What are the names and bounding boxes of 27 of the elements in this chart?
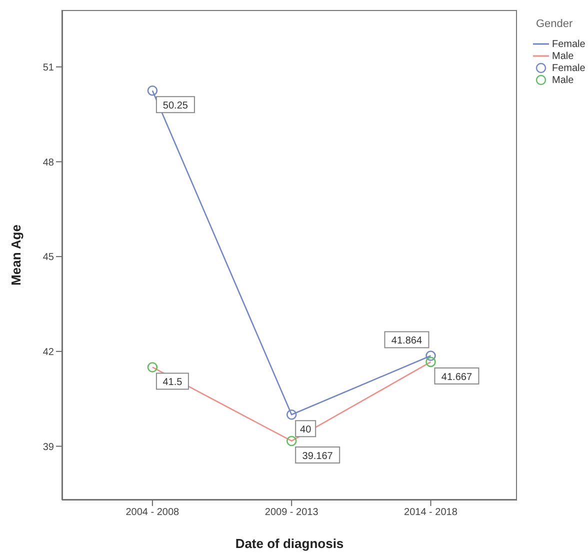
point xyxy=(147,85,158,96)
legend-label: Female xyxy=(552,38,586,50)
data-label: 40 xyxy=(300,424,312,436)
legend-label: Male xyxy=(552,50,574,62)
y-tick-label: 48 xyxy=(42,157,54,168)
y-tick-label: 51 xyxy=(42,62,54,74)
x-axis-title: Date of diagnosis xyxy=(235,536,344,551)
x-tick-label: 2004 - 2008 xyxy=(126,507,180,518)
x-tick-label: 2014 - 2018 xyxy=(404,507,458,518)
data-label: 41.667 xyxy=(441,372,472,383)
legend-title: Gender xyxy=(536,18,574,30)
y-tick-label: 45 xyxy=(42,252,54,264)
point xyxy=(426,350,436,361)
x-tick-label: 2009 - 2013 xyxy=(264,507,319,518)
point xyxy=(426,356,436,368)
data-label: 41.864 xyxy=(391,336,422,347)
point xyxy=(286,436,297,446)
legend-label: Male xyxy=(552,74,574,86)
y-tick-label: 42 xyxy=(42,346,54,358)
y-tick-label: 39 xyxy=(42,442,54,453)
point xyxy=(147,362,158,372)
legend-label: Female xyxy=(552,62,586,74)
data-label: 41.5 xyxy=(162,377,183,388)
data-label: 50.25 xyxy=(162,100,188,112)
data-label: 39.167 xyxy=(302,450,334,462)
y-axis-title: Mean Age xyxy=(8,224,24,286)
point xyxy=(286,409,297,420)
